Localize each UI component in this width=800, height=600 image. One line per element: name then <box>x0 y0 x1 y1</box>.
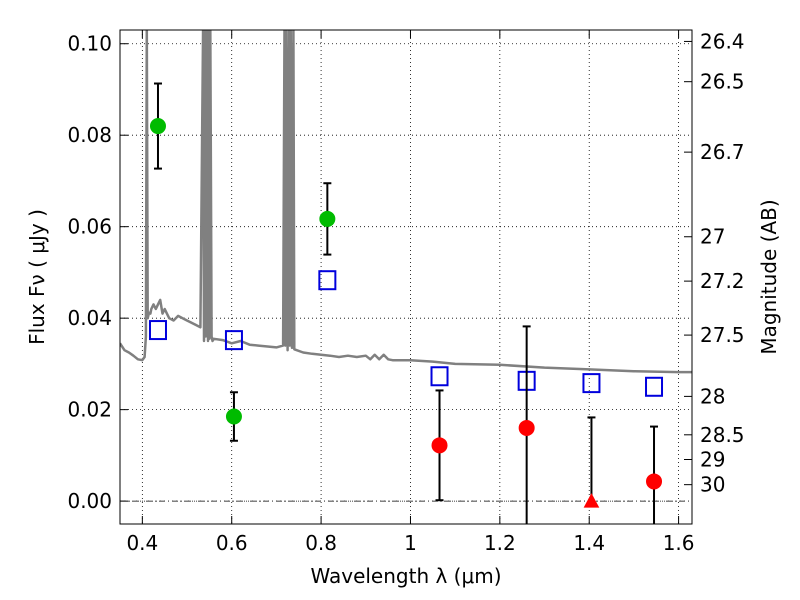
x-axis: 0.4 0.6 0.8 1 1.2 1.4 1.6 <box>126 30 695 555</box>
y-axis-left: 0.00 0.02 0.04 0.06 0.08 0.10 <box>67 32 128 513</box>
green-data-point <box>319 210 336 227</box>
right-tick-label: 29 <box>700 448 725 472</box>
x-tick-label: 0.4 <box>126 531 158 555</box>
model-square-point <box>148 320 167 341</box>
green-data-point <box>149 118 166 135</box>
green-data-point <box>225 408 242 425</box>
grid-lines <box>120 30 692 524</box>
red-data-point <box>646 473 663 490</box>
y-tick-label: 0.08 <box>67 123 112 147</box>
right-tick-label: 26.5 <box>700 70 745 94</box>
right-tick-label: 27.5 <box>700 323 745 347</box>
x-tick-label: 0.6 <box>216 531 248 555</box>
y-tick-label: 0.10 <box>67 32 112 56</box>
x-tick-label: 1 <box>404 531 417 555</box>
y-tick-label: 0.00 <box>67 489 112 513</box>
right-tick-label: 27 <box>700 225 725 249</box>
x-tick-label: 1.6 <box>663 531 695 555</box>
right-tick-label: 30 <box>700 473 725 497</box>
x-axis-title: Wavelength λ (μm) <box>310 564 501 588</box>
x-tick-label: 1.2 <box>484 531 516 555</box>
y-tick-label: 0.06 <box>67 215 112 239</box>
model-square-point <box>645 376 664 397</box>
model-square-point <box>582 373 601 394</box>
y-tick-label: 0.04 <box>67 306 112 330</box>
y-axis-title: Flux Fν ( μJy ) <box>25 209 49 345</box>
y-tick-label: 0.02 <box>67 398 112 422</box>
model-square-point <box>430 366 449 387</box>
right-axis-title: Magnitude (AB) <box>757 199 781 354</box>
spectrum-line <box>120 30 692 374</box>
plot-frame <box>119 29 693 525</box>
right-tick-label: 26.7 <box>700 140 745 164</box>
model-square-point <box>224 330 243 351</box>
x-tick-label: 1.4 <box>573 531 605 555</box>
red-data-point <box>431 437 448 454</box>
x-tick-label: 0.8 <box>305 531 337 555</box>
right-tick-label: 26.4 <box>700 29 745 53</box>
right-tick-label: 28 <box>700 384 725 408</box>
right-tick-label: 28.5 <box>700 423 745 447</box>
data-layer <box>120 30 692 524</box>
model-square-point <box>318 270 337 291</box>
red-data-point <box>518 419 535 436</box>
upper-limit-triangle <box>583 493 600 508</box>
right-tick-label: 27.2 <box>700 269 745 293</box>
